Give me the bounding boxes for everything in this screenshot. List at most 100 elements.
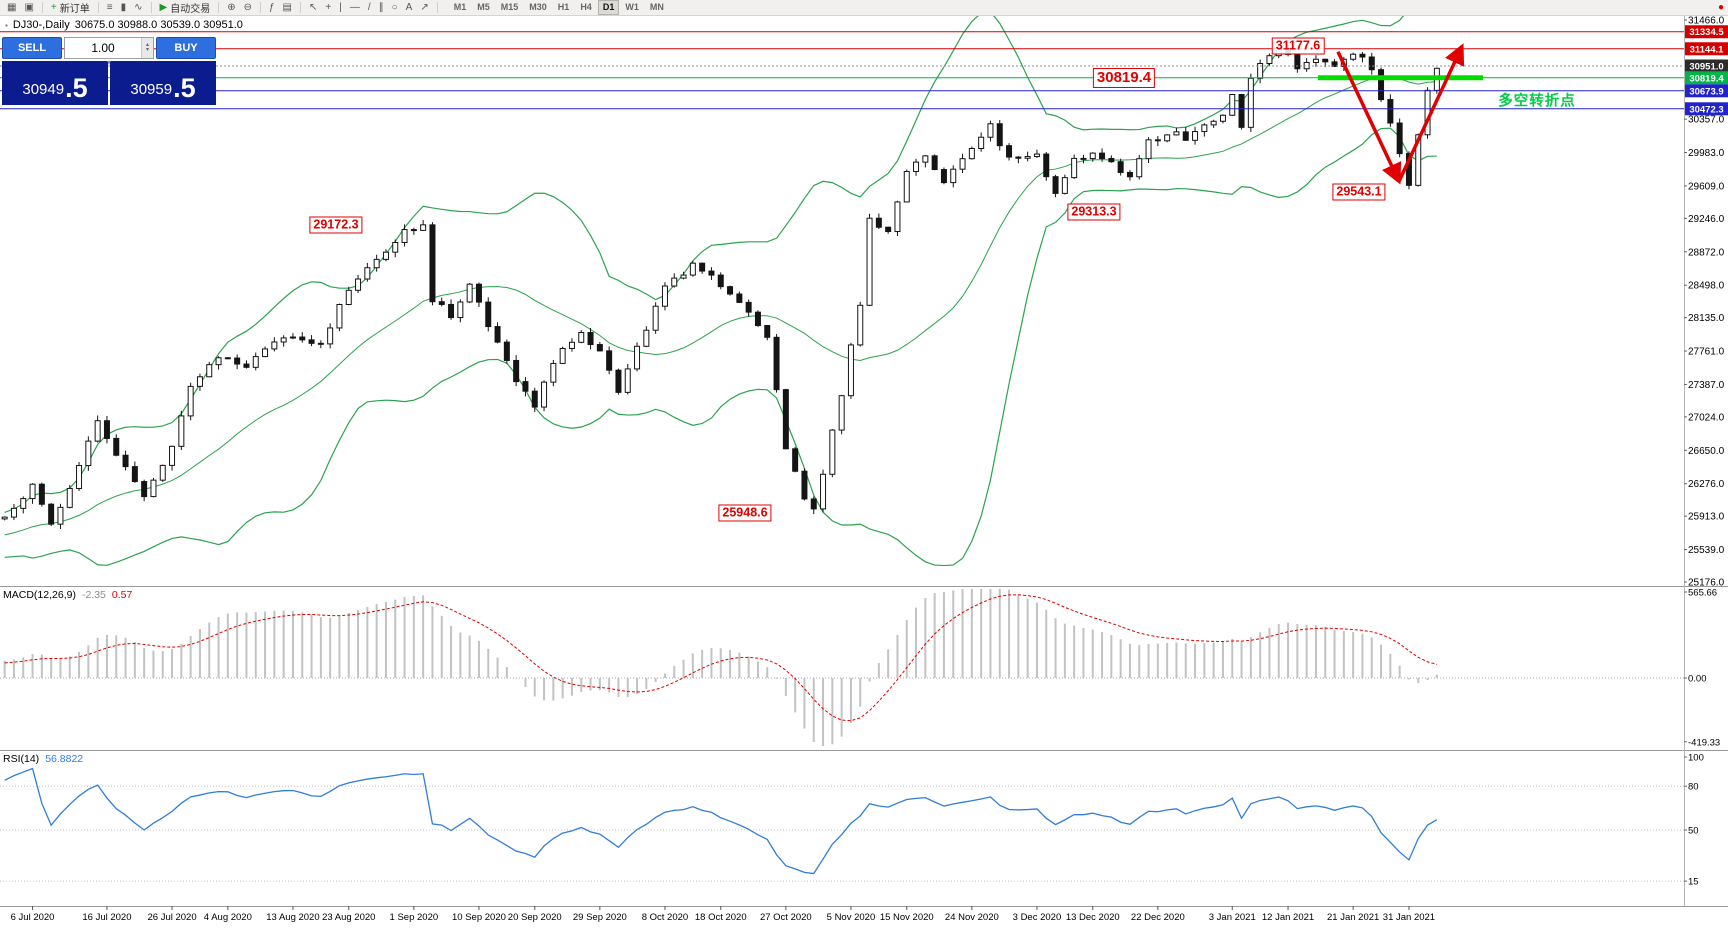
candles [1, 45, 1440, 530]
toolbar-separator [97, 2, 99, 13]
symbol-period-label: DJ30-,Daily [12, 19, 70, 31]
macd-name: MACD(12,26,9) [3, 589, 76, 601]
timeframe-m5[interactable]: M5 [477, 2, 490, 12]
rsi-value: 56.8822 [45, 753, 84, 765]
toolbar-separator [150, 2, 152, 13]
trendline-icon[interactable]: / [367, 1, 371, 13]
svg-text:31 Jan 2021: 31 Jan 2021 [1383, 912, 1435, 923]
timeframe-m30[interactable]: M30 [529, 2, 547, 12]
charts-grid-icon[interactable]: ▦ [7, 1, 17, 13]
timeframe-w1[interactable]: W1 [625, 2, 639, 12]
main-toolbar: ▦ ▣ + 新订单 ≡ ▮ ∿ ▶ 自动交易 ⊕ ⊖ ƒ ▤ ↖ + | — / ∥ ○ A ↗ M1 M5 M15 M30 H1… [0, 0, 1728, 16]
templates-icon[interactable]: ▤ [282, 1, 292, 13]
svg-text:31144.1: 31144.1 [1690, 44, 1725, 55]
timeframe-m1[interactable]: M1 [453, 2, 467, 12]
svg-text:3 Dec 2020: 3 Dec 2020 [1013, 912, 1062, 923]
price-annotation[interactable]: 25948.6 [718, 504, 772, 522]
new-order-button[interactable]: + 新订单 [50, 1, 90, 16]
connection-status-icon: ● [1717, 1, 1724, 13]
toolbar-separator [436, 2, 438, 13]
tile-windows-icon[interactable]: ▣ [24, 1, 34, 13]
rsi-name: RSI(14) [3, 753, 40, 765]
shapes-icon[interactable]: ○ [391, 1, 398, 13]
sell-button[interactable]: SELL [2, 37, 62, 59]
stepper-up-icon[interactable]: ▴ [145, 42, 149, 48]
svg-text:100: 100 [1688, 753, 1704, 764]
zoom-out-icon[interactable]: ⊖ [243, 1, 252, 13]
svg-text:20 Sep 2020: 20 Sep 2020 [508, 912, 562, 923]
macd-main-value: -2.35 [81, 589, 106, 601]
indicators-icon[interactable]: ƒ [268, 1, 275, 13]
sell-price-button[interactable]: 30949.5 [2, 61, 108, 105]
svg-text:29609.0: 29609.0 [1688, 181, 1725, 192]
macd-label: MACD(12,26,9) -2.35 0.57 [3, 589, 132, 601]
auto-trading-button[interactable]: ▶ 自动交易 [159, 1, 211, 16]
rsi-label: RSI(14) 56.8822 [3, 753, 83, 765]
timeframe-d1[interactable]: D1 [597, 0, 620, 15]
macd-panel [0, 589, 1684, 746]
svg-text:31466.0: 31466.0 [1688, 16, 1725, 27]
volume-input[interactable] [65, 38, 141, 58]
chart-text-annotation[interactable]: 多空转折点 [1498, 93, 1576, 110]
svg-text:31334.5: 31334.5 [1689, 27, 1724, 38]
svg-text:26276.0: 26276.0 [1688, 479, 1725, 490]
svg-text:29246.0: 29246.0 [1688, 214, 1725, 225]
timeframe-h1[interactable]: H1 [557, 2, 570, 12]
svg-text:30357.0: 30357.0 [1688, 115, 1725, 126]
timeframe-h4[interactable]: H4 [580, 2, 592, 12]
svg-text:28872.0: 28872.0 [1688, 247, 1725, 258]
svg-text:3 Jan 2021: 3 Jan 2021 [1209, 912, 1256, 923]
rsi-panel [0, 767, 1684, 882]
sell-price-main: 30949 [22, 81, 65, 98]
price-annotation[interactable]: 31177.6 [1271, 37, 1325, 55]
horizontal-line-icon[interactable]: — [349, 1, 360, 13]
svg-text:29 Sep 2020: 29 Sep 2020 [573, 912, 627, 923]
price-annotation[interactable]: 30819.4 [1092, 67, 1156, 88]
svg-text:18 Oct 2020: 18 Oct 2020 [695, 912, 747, 923]
ohlc-values: 30675.0 30988.0 30539.0 30951.0 [74, 19, 243, 31]
toolbar-separator [300, 2, 301, 13]
vertical-line-icon[interactable]: | [339, 1, 342, 13]
svg-text:80: 80 [1688, 782, 1699, 793]
trend-arrows [1336, 43, 1465, 185]
svg-text:27 Oct 2020: 27 Oct 2020 [760, 912, 812, 923]
timeframe-m15[interactable]: M15 [500, 2, 519, 12]
svg-text:12 Jan 2021: 12 Jan 2021 [1262, 912, 1314, 923]
crosshair-icon[interactable]: + [325, 1, 332, 13]
arrows-icon[interactable]: ↗ [420, 1, 429, 13]
bar-chart-icon[interactable]: ≡ [106, 1, 113, 13]
buy-price-button[interactable]: 30959.5 [110, 61, 216, 105]
price-axis: 31466.0 30357.0 29983.0 29609.0 29246.0 28872… [1684, 16, 1725, 589]
cursor-icon[interactable]: ↖ [309, 1, 318, 13]
one-click-trade-panel: SELL ▴ ▾ BUY 30949.5 ▾ 30959.5 [2, 37, 216, 105]
volume-field[interactable]: ▴ ▾ [64, 37, 154, 59]
svg-text:25539.0: 25539.0 [1688, 545, 1725, 556]
price-annotation[interactable]: 29172.3 [309, 216, 363, 234]
svg-text:24 Nov 2020: 24 Nov 2020 [945, 912, 999, 923]
volume-stepper[interactable]: ▴ ▾ [141, 38, 153, 58]
svg-text:10 Sep 2020: 10 Sep 2020 [452, 912, 506, 923]
svg-text:30472.3: 30472.3 [1689, 104, 1723, 115]
stepper-down-icon[interactable]: ▾ [145, 47, 149, 53]
svg-text:15: 15 [1688, 877, 1699, 888]
svg-text:4 Aug 2020: 4 Aug 2020 [204, 912, 252, 923]
zoom-in-icon[interactable]: ⊕ [227, 1, 236, 13]
price-annotation[interactable]: 29313.3 [1067, 203, 1121, 221]
channel-icon[interactable]: ∥ [378, 1, 384, 13]
price-annotation[interactable]: 29543.1 [1332, 183, 1386, 201]
buy-button[interactable]: BUY [156, 37, 216, 59]
toolbar-separator [41, 2, 43, 13]
text-label-icon[interactable]: A [405, 1, 413, 13]
timeframe-mn[interactable]: MN [649, 2, 664, 12]
svg-text:25913.0: 25913.0 [1688, 512, 1725, 523]
svg-text:27024.0: 27024.0 [1688, 412, 1725, 423]
svg-text:1 Sep 2020: 1 Sep 2020 [390, 912, 439, 923]
svg-text:-419.33: -419.33 [1688, 737, 1720, 748]
svg-text:6 Jul 2020: 6 Jul 2020 [11, 912, 55, 923]
line-chart-icon[interactable]: ∿ [134, 1, 143, 13]
svg-text:25176.0: 25176.0 [1688, 578, 1725, 589]
candlestick-chart-icon[interactable]: ▮ [120, 1, 127, 13]
svg-text:13 Dec 2020: 13 Dec 2020 [1066, 912, 1120, 923]
